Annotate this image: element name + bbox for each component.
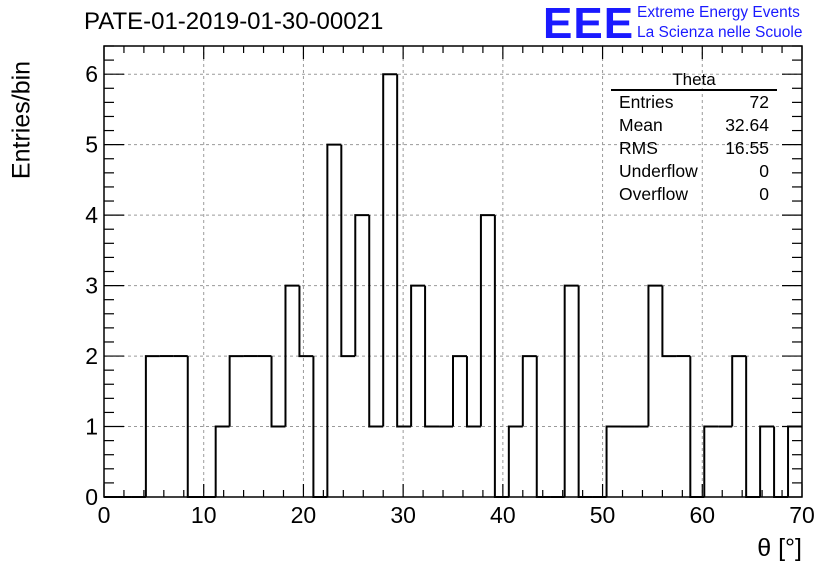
axis-tick-labels: 0 10 20 30 40 50 60 70 0 1 2 3 4 5 6 bbox=[85, 61, 815, 528]
x-tick-label: 20 bbox=[291, 502, 317, 528]
histogram-bin bbox=[703, 425, 719, 497]
stats-value: 0 bbox=[759, 184, 769, 204]
x-tick-label: 0 bbox=[98, 502, 111, 528]
y-axis-label: Entries/bin bbox=[7, 60, 36, 180]
histogram-bin bbox=[731, 355, 747, 427]
stats-title: Theta bbox=[672, 70, 716, 89]
x-tick-label: 50 bbox=[590, 502, 616, 528]
histogram-bin bbox=[228, 355, 244, 427]
histogram-bin bbox=[605, 425, 621, 497]
stats-row-overflow: Overflow 0 bbox=[619, 184, 769, 206]
histogram-bin bbox=[465, 356, 481, 428]
x-tick-label: 40 bbox=[490, 502, 516, 528]
histogram-bin bbox=[773, 426, 789, 498]
x-tick-label: 60 bbox=[689, 502, 715, 528]
stats-key: Mean bbox=[619, 115, 663, 135]
histogram-bin bbox=[354, 214, 370, 357]
y-tick-label: 4 bbox=[85, 202, 98, 228]
stats-divider bbox=[611, 89, 777, 91]
brand-line-1: Extreme Energy Events bbox=[637, 4, 800, 21]
histogram-bin bbox=[521, 355, 537, 427]
stats-key: Entries bbox=[619, 92, 674, 112]
histogram-bin bbox=[298, 285, 314, 358]
histogram-bin bbox=[452, 355, 467, 427]
eee-logo: EEE bbox=[543, 0, 635, 48]
y-tick-label: 2 bbox=[85, 343, 98, 369]
histogram-bin bbox=[577, 285, 593, 498]
histogram-bin bbox=[214, 425, 230, 497]
stats-row-entries: Entries 72 bbox=[619, 92, 769, 114]
histogram-bin bbox=[396, 74, 412, 428]
stats-value: 0 bbox=[759, 161, 769, 181]
histogram-bin bbox=[368, 215, 384, 428]
axis-ticks bbox=[103, 45, 803, 498]
histogram-bin bbox=[661, 285, 677, 358]
y-tick-label: 6 bbox=[85, 61, 98, 87]
histogram-bin bbox=[507, 425, 523, 497]
histogram-bin bbox=[787, 425, 802, 497]
histogram-bin bbox=[647, 284, 663, 427]
y-tick-label: 3 bbox=[85, 273, 98, 299]
x-axis-label: θ [°] bbox=[757, 534, 802, 562]
stats-row-underflow: Underflow 0 bbox=[619, 161, 769, 183]
brand-block: EEE Extreme Energy Events La Scienza nel… bbox=[543, 2, 833, 46]
histogram-bin bbox=[144, 355, 160, 497]
stats-key: Underflow bbox=[619, 161, 698, 181]
histogram-bin bbox=[270, 356, 286, 428]
histogram-bin bbox=[479, 214, 495, 427]
stats-row-rms: RMS 16.55 bbox=[619, 138, 769, 160]
y-tick-label: 1 bbox=[85, 414, 98, 440]
histogram-bin bbox=[340, 144, 356, 358]
stats-row-mean: Mean 32.64 bbox=[619, 115, 769, 137]
histogram-bin bbox=[563, 284, 579, 497]
x-tick-label: 10 bbox=[191, 502, 217, 528]
y-tick-label: 5 bbox=[85, 132, 98, 158]
histogram-bin bbox=[326, 143, 342, 497]
stats-key: RMS bbox=[619, 138, 658, 158]
y-tick-label: 0 bbox=[85, 484, 98, 510]
x-tick-label: 70 bbox=[789, 502, 815, 528]
histogram-bin bbox=[759, 425, 775, 497]
histogram-bin bbox=[424, 285, 440, 428]
stats-value: 32.64 bbox=[725, 115, 769, 135]
histogram-bin bbox=[284, 284, 300, 427]
brand-line-2: La Scienza nelle Scuole bbox=[637, 24, 803, 41]
stats-key: Overflow bbox=[619, 184, 689, 204]
stats-value: 72 bbox=[749, 92, 769, 112]
chart-title: PATE-01-2019-01-30-00021 bbox=[84, 8, 384, 35]
x-tick-label: 30 bbox=[390, 502, 416, 528]
histogram-bin bbox=[382, 73, 398, 427]
histogram-bin bbox=[410, 284, 426, 427]
stats-value: 16.55 bbox=[725, 138, 769, 158]
y-axis-label-box: Entries/bin bbox=[6, 55, 38, 185]
